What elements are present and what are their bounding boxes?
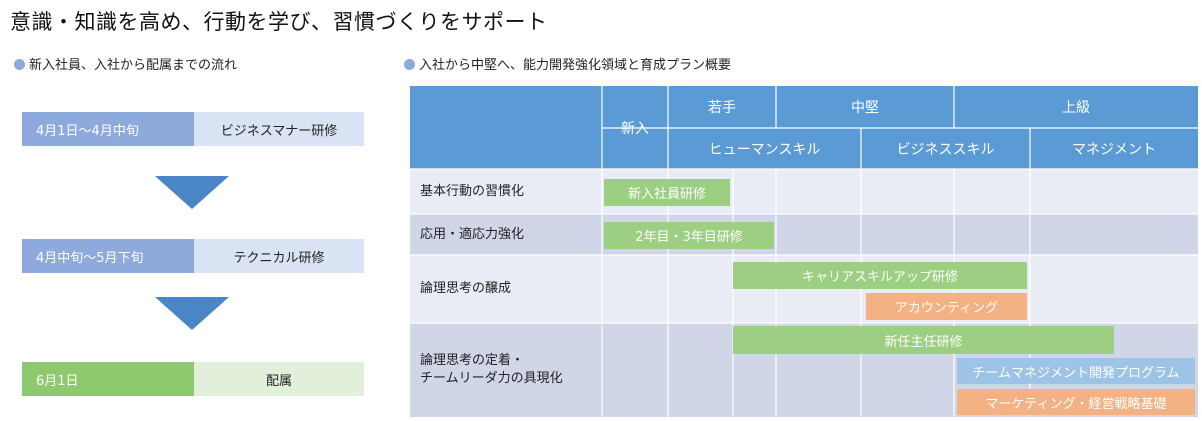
program-bar-marketing-strategy: マーケティング・経営戦略基礎 bbox=[957, 389, 1195, 415]
program-bar-2nd-3rd-year-training: 2年目・3年目研修 bbox=[604, 222, 774, 249]
step-name: テクニカル研修 bbox=[194, 239, 364, 273]
flow-step-2: 4月中旬～5月下旬 テクニカル研修 bbox=[22, 239, 364, 273]
program-bar-team-management: チームマネジメント開発プログラム bbox=[957, 358, 1195, 384]
program-bar-new-chief-training: 新任主任研修 bbox=[733, 326, 1114, 354]
table-row bbox=[410, 169, 1198, 214]
flow-step-3: 6月1日 配属 bbox=[22, 362, 364, 396]
flow-step-1: 4月1日～4月中旬 ビジネスマナー研修 bbox=[22, 112, 364, 146]
program-bar-newcomer-training: 新入社員研修 bbox=[604, 179, 730, 206]
left-heading-text: 新入社員、入社から配属までの流れ bbox=[29, 58, 238, 73]
bullet-dot-icon bbox=[404, 59, 415, 70]
header-senior: 上級 bbox=[1062, 100, 1090, 116]
bullet-dot-icon bbox=[14, 59, 25, 70]
program-bar-accounting: アカウンティング bbox=[866, 293, 1027, 320]
header-newcomer: 新入 bbox=[621, 120, 649, 137]
step-period: 4月1日～4月中旬 bbox=[22, 112, 194, 146]
step-name: 配属 bbox=[194, 362, 364, 396]
page-title: 意識・知識を高め、行動を学び、習慣づくりをサポート bbox=[10, 10, 548, 34]
header-human-skill: ヒューマンスキル bbox=[708, 141, 821, 158]
header-junior: 若手 bbox=[708, 100, 736, 116]
table-row bbox=[410, 214, 1198, 255]
row-label: 論理思考の醸成 bbox=[420, 281, 512, 297]
step-period: 6月1日 bbox=[22, 362, 194, 396]
row-label: 基本行動の習慣化 bbox=[420, 183, 525, 199]
step-name: ビジネスマナー研修 bbox=[194, 112, 364, 146]
row-label-multiline: 論理思考の定着・ チームリーダ力の具現化 bbox=[410, 323, 602, 417]
header-mid: 中堅 bbox=[851, 100, 879, 116]
left-section-heading: 新入社員、入社から配属までの流れ bbox=[14, 54, 237, 73]
header-management: マネジメント bbox=[1072, 141, 1156, 158]
row-label-line: 論理思考の定着・ bbox=[420, 353, 525, 369]
header-business-skill: ビジネススキル bbox=[896, 141, 995, 158]
row-label-line: チームリーダ力の具現化 bbox=[420, 371, 563, 386]
program-bar-career-skillup: キャリアスキルアップ研修 bbox=[733, 262, 1027, 289]
step-period: 4月中旬～5月下旬 bbox=[22, 239, 194, 273]
right-section-heading: 入社から中堅へ、能力開発強化領域と育成プラン概要 bbox=[404, 54, 731, 73]
arrow-down-icon bbox=[155, 176, 229, 209]
right-heading-text: 入社から中堅へ、能力開発強化領域と育成プラン概要 bbox=[419, 58, 732, 73]
arrow-down-icon bbox=[155, 297, 229, 330]
row-label: 応用・適応力強化 bbox=[420, 226, 525, 242]
